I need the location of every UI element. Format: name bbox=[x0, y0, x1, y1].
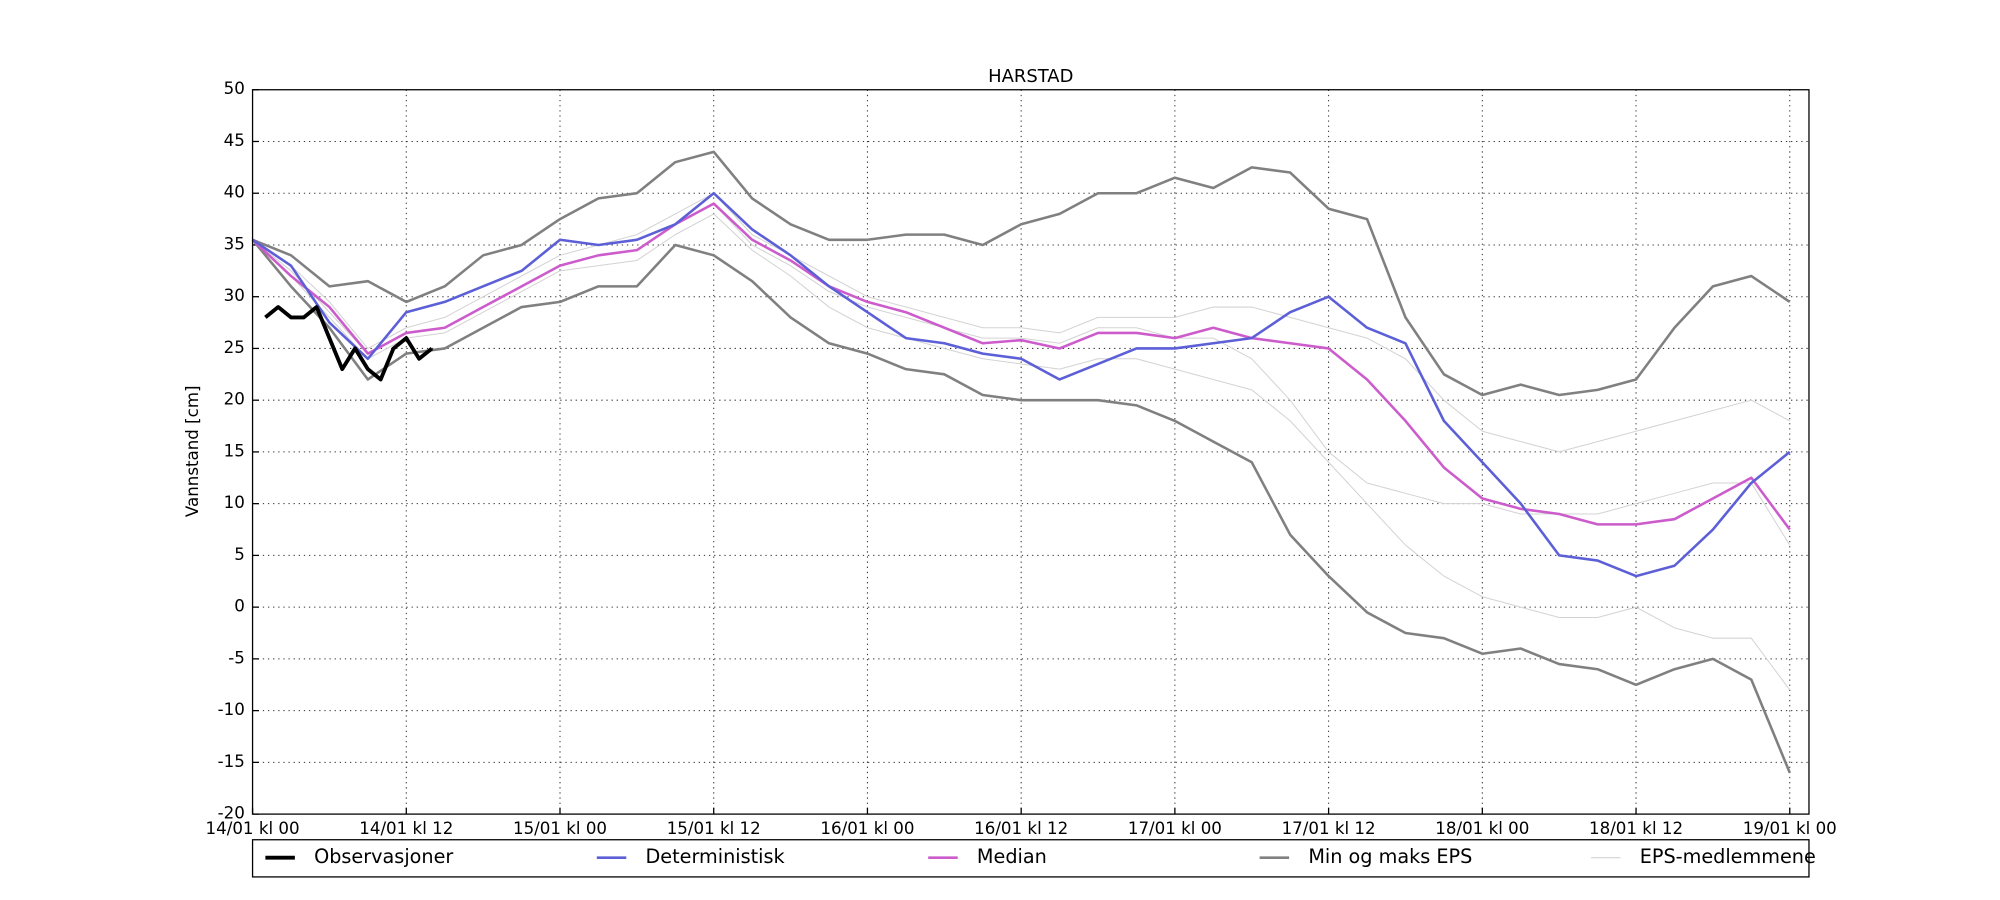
x-tick-label: 15/01 kl 12 bbox=[667, 819, 761, 838]
x-tick-label: 16/01 kl 00 bbox=[820, 819, 914, 838]
x-tick-label: 18/01 kl 12 bbox=[1589, 819, 1683, 838]
y-tick-label: 0 bbox=[234, 597, 245, 616]
y-tick-label: 45 bbox=[224, 131, 245, 150]
y-axis-label: Vannstand [cm] bbox=[183, 385, 202, 517]
eps-min-line bbox=[251, 238, 1791, 774]
legend-label: Observasjoner bbox=[314, 845, 453, 868]
y-tick-label: 10 bbox=[224, 493, 245, 512]
x-tick-label: 18/01 kl 00 bbox=[1435, 819, 1529, 838]
y-tick-label: -5 bbox=[228, 648, 245, 667]
plot-frame bbox=[251, 89, 1810, 815]
x-tick-label: 16/01 kl 12 bbox=[974, 819, 1068, 838]
y-tick-label: 5 bbox=[234, 545, 245, 564]
legend-label: Deterministisk bbox=[646, 845, 786, 868]
y-tick-label: 20 bbox=[224, 390, 245, 409]
legend-box bbox=[251, 839, 1810, 878]
y-tick-label: -20 bbox=[218, 804, 245, 823]
legend-label: EPS-medlemmene bbox=[1640, 845, 1816, 868]
y-tick-label: 15 bbox=[224, 441, 245, 460]
eps-member-line bbox=[252, 213, 1791, 691]
chart-title: HARSTAD bbox=[988, 66, 1073, 87]
x-tick-label: 17/01 kl 12 bbox=[1282, 819, 1376, 838]
y-tick-label: 50 bbox=[224, 79, 245, 98]
x-tick-label: 15/01 kl 00 bbox=[513, 819, 607, 838]
y-tick-label: 25 bbox=[224, 338, 245, 357]
y-tick-label: 35 bbox=[224, 234, 245, 253]
median-line bbox=[251, 202, 1791, 531]
y-tick-label: 30 bbox=[224, 286, 245, 305]
eps-max-line bbox=[252, 150, 1791, 397]
observation-line bbox=[264, 305, 434, 382]
eps-member-line bbox=[252, 192, 1790, 453]
deterministic-line bbox=[251, 191, 1791, 578]
legend-label: Median bbox=[977, 845, 1047, 868]
y-tick-label: -10 bbox=[218, 700, 245, 719]
x-tick-label: 19/01 kl 00 bbox=[1743, 819, 1837, 838]
x-tick-label: 14/01 kl 00 bbox=[206, 819, 300, 838]
x-tick-label: 14/01 kl 12 bbox=[359, 819, 453, 838]
y-tick-label: -15 bbox=[218, 752, 245, 771]
legend-label: Min og maks EPS bbox=[1308, 845, 1472, 868]
y-tick-label: 40 bbox=[224, 183, 245, 202]
x-tick-label: 17/01 kl 00 bbox=[1128, 819, 1222, 838]
